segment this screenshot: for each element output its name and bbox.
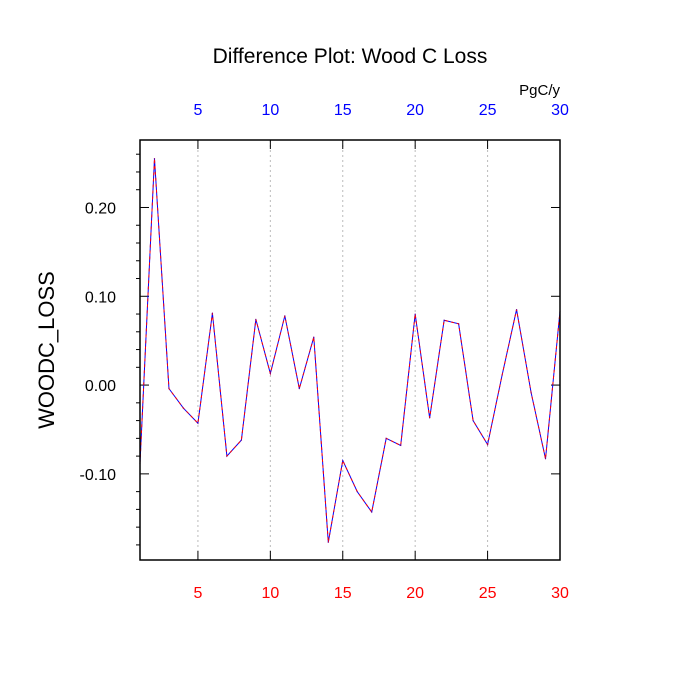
x-tick-label-bottom: 30 — [551, 585, 569, 602]
data-point — [501, 374, 503, 376]
data-point — [544, 458, 547, 460]
data-point — [414, 313, 416, 315]
data-point — [226, 455, 228, 457]
y-tick-label: 0.00 — [85, 378, 116, 395]
x-tick-label-bottom: 25 — [479, 585, 497, 602]
data-point — [313, 336, 315, 338]
y-tick-label: 0.10 — [85, 289, 116, 306]
series-line-red — [139, 158, 561, 543]
data-point — [197, 422, 199, 424]
grid-lines — [197, 140, 489, 560]
plot-frame — [139, 139, 561, 561]
x-tick-label-top: 20 — [406, 102, 424, 119]
data-point — [371, 511, 373, 513]
x-tick-label-bottom: 20 — [406, 585, 424, 602]
x-tick-label-top: 30 — [551, 102, 569, 119]
x-tick-label-top: 25 — [479, 102, 497, 119]
data-point — [458, 323, 460, 325]
data-point — [385, 437, 387, 439]
data-point — [284, 315, 286, 317]
series-lines — [139, 158, 561, 543]
data-point — [211, 312, 214, 314]
data-point — [356, 491, 358, 493]
data-point — [429, 417, 431, 419]
data-point — [153, 158, 156, 160]
data-point — [443, 319, 445, 321]
data-point — [255, 318, 257, 320]
units-label: PgC/y — [519, 82, 560, 99]
data-point — [298, 388, 300, 390]
x-tick-label-top: 10 — [261, 102, 279, 119]
y-axis-label: WOODC_LOSS — [34, 271, 59, 429]
x-tick-label-top: 5 — [193, 102, 202, 119]
x-tick-label-bottom: 15 — [334, 585, 352, 602]
x-tick-label-bottom: 5 — [193, 585, 202, 602]
data-point — [240, 439, 242, 441]
y-tick-label: -0.10 — [80, 467, 117, 484]
data-point — [515, 308, 518, 311]
x-tick-label-top: 15 — [334, 102, 352, 119]
data-point — [486, 443, 489, 446]
data-point — [342, 459, 344, 462]
data-point — [168, 388, 170, 390]
data-point — [269, 372, 271, 375]
data-point — [400, 444, 402, 447]
tick-labels: 5 5 10 10 15 15 20 20 25 25 30 30 -0.10 0.00 0.10 0.20 — [80, 102, 569, 602]
data-point — [530, 391, 532, 393]
data-point — [472, 419, 474, 422]
data-point — [327, 541, 329, 543]
chart-title: Difference Plot: Wood C Loss — [213, 45, 488, 68]
axis-ticks — [136, 140, 561, 560]
y-tick-label: 0.20 — [85, 200, 116, 217]
x-tick-label-bottom: 10 — [261, 585, 279, 602]
data-point — [182, 407, 185, 409]
